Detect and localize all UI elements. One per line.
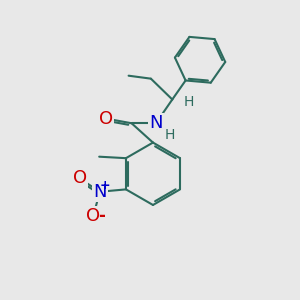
Text: -: - bbox=[98, 206, 105, 224]
Text: H: H bbox=[184, 95, 194, 110]
Text: H: H bbox=[164, 128, 175, 142]
Text: O: O bbox=[99, 110, 113, 128]
Text: N: N bbox=[93, 183, 106, 201]
Text: N: N bbox=[149, 114, 163, 132]
Text: O: O bbox=[73, 169, 87, 188]
Text: +: + bbox=[100, 179, 110, 192]
Text: O: O bbox=[86, 207, 100, 225]
